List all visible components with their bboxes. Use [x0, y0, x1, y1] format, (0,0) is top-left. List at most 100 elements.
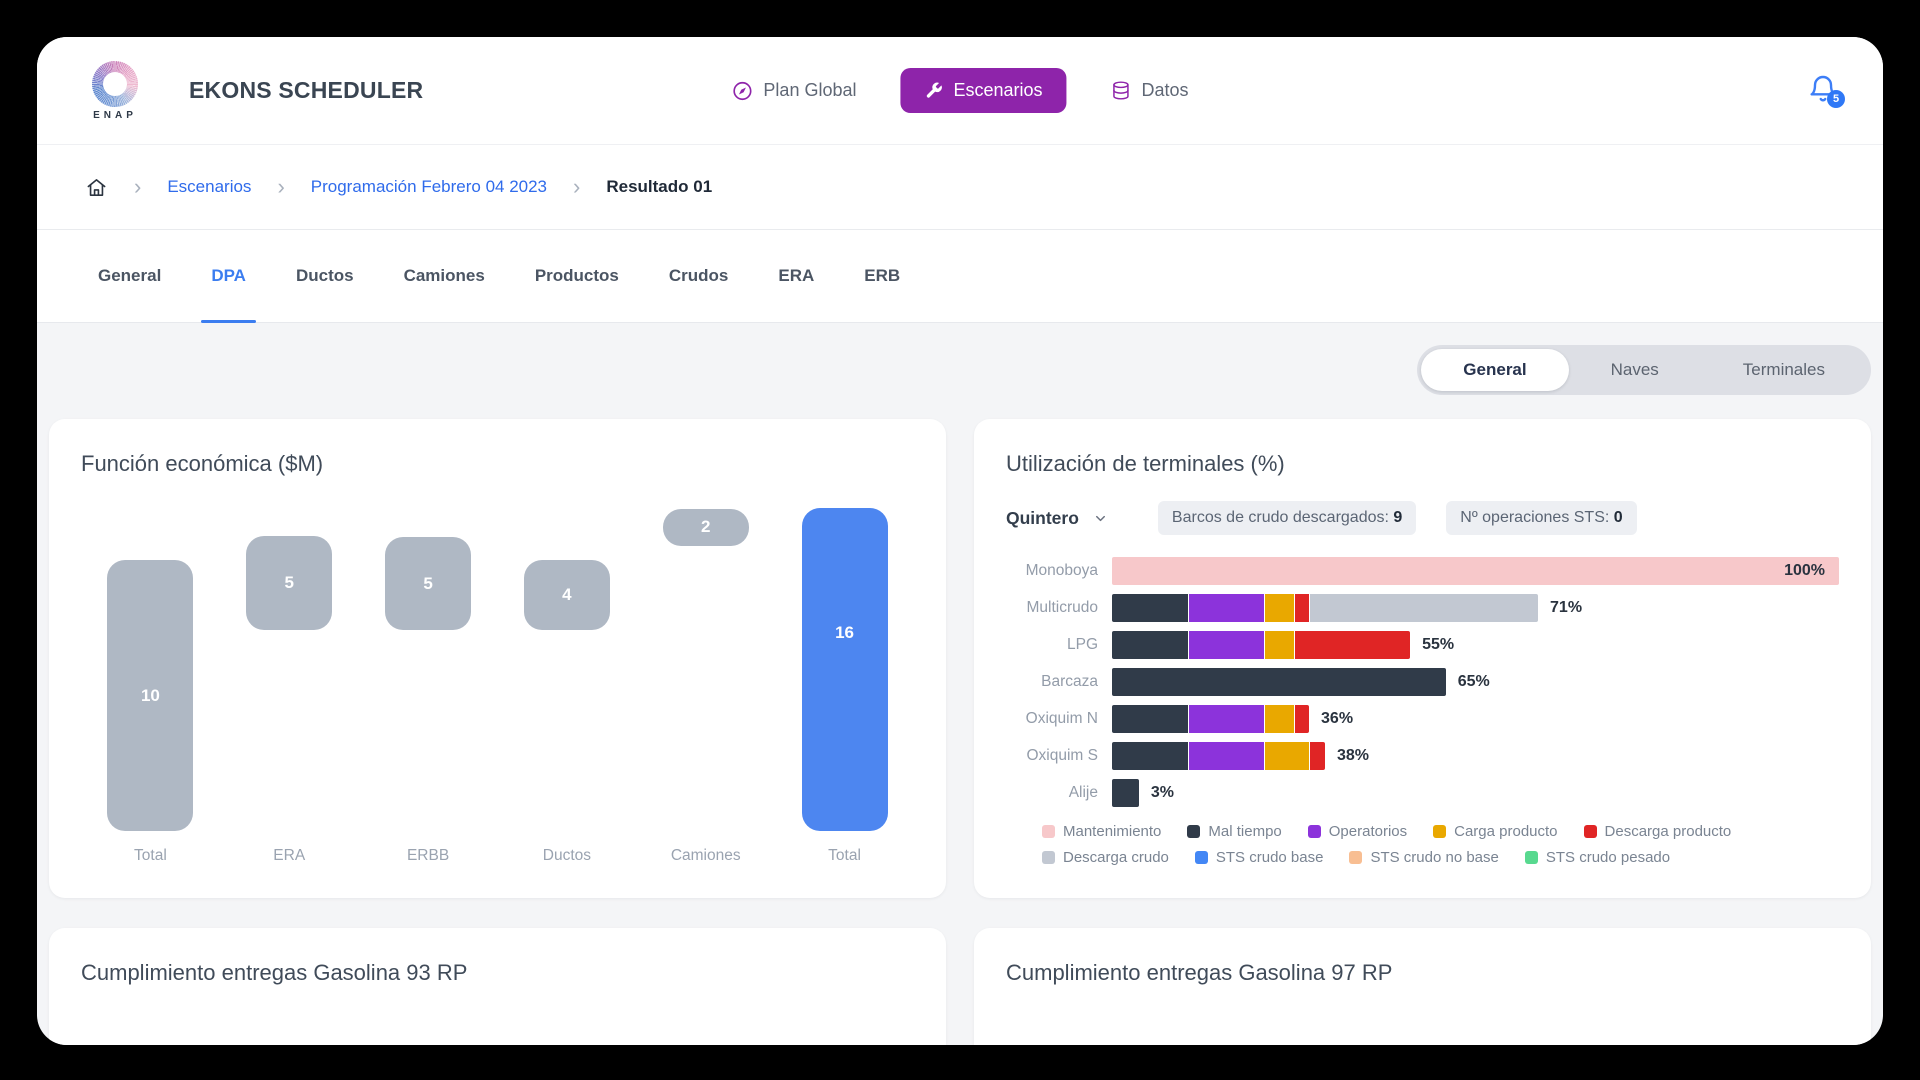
- bar-segment-carga_producto: [1263, 705, 1294, 733]
- waterfall-bar-value: 4: [562, 585, 572, 605]
- enap-logo-ring-icon: [92, 60, 138, 107]
- bar-segment-operatorios: [1187, 742, 1264, 770]
- legend-swatch-icon: [1187, 825, 1201, 838]
- legend-item-sts-crudo-pesado: STS crudo pesado: [1524, 849, 1671, 866]
- terminal-row-alije: Alije 3%: [1006, 779, 1839, 807]
- breadcrumb-link[interactable]: Programación Febrero 04 2023: [310, 177, 548, 196]
- legend-label: Mantenimiento: [1063, 823, 1162, 840]
- legend-item-descarga-crudo: Descarga crudo: [1042, 849, 1169, 866]
- utilizacion-terminales-card: Utilización de terminales (%) Quintero B…: [974, 419, 1871, 898]
- brand: ENAP EKONS SCHEDULER: [79, 60, 424, 121]
- nav-item-label: Plan Global: [763, 80, 857, 100]
- tab-crudos[interactable]: Crudos: [668, 266, 729, 285]
- tab-era[interactable]: ERA: [778, 266, 815, 285]
- view-toggle-general[interactable]: General: [1421, 349, 1569, 391]
- legend-item-mantenimiento: Mantenimiento: [1042, 823, 1161, 840]
- view-toggle-terminales[interactable]: Terminales: [1742, 360, 1825, 379]
- utilizacion-terminales-title: Utilización de terminales (%): [1006, 451, 1285, 476]
- bar-segment-descarga_producto: [1293, 631, 1411, 659]
- waterfall-bar: 16: [801, 507, 888, 831]
- breadcrumb: › Escenarios › Programación Febrero 04 2023…: [37, 145, 1883, 230]
- terminal-bar-percent: 36%: [1321, 710, 1354, 727]
- app-title: EKONS SCHEDULER: [189, 77, 424, 103]
- terminal-row-label: Barcaza: [1041, 673, 1098, 690]
- terminal-bar-track: 100%: [1112, 557, 1839, 585]
- content-area: General Naves Terminales Función económica…: [37, 345, 1883, 1045]
- nav-item-escenarios[interactable]: Escenarios: [900, 68, 1067, 113]
- legend-item-sts-crudo-base: STS crudo base: [1194, 849, 1323, 866]
- waterfall-x-label: Total: [134, 847, 167, 864]
- home-breadcrumb-button[interactable]: [85, 176, 108, 199]
- funcion-economica-title: Función económica ($M): [81, 451, 324, 476]
- waterfall-column: 16: [775, 501, 914, 831]
- waterfall-bar-value: 16: [835, 622, 854, 642]
- enap-logo-text: ENAP: [93, 109, 137, 121]
- tab-ductos[interactable]: Ductos: [295, 266, 354, 285]
- waterfall-x-label: ERA: [273, 847, 306, 864]
- compass-icon: [731, 80, 753, 102]
- breadcrumb-items: › Escenarios › Programación Febrero 04 2023…: [134, 176, 712, 198]
- breadcrumb-link[interactable]: Escenarios: [167, 177, 252, 196]
- terminal-bar-percent: 65%: [1457, 673, 1490, 690]
- terminal-bar-stack: [1112, 594, 1538, 622]
- legend-item-descarga-producto: Descarga producto: [1583, 823, 1731, 840]
- terminal-row-label: Oxiquim S: [1026, 747, 1099, 764]
- waterfall-column: 10: [81, 501, 220, 831]
- terminal-bar-stack: [1112, 742, 1325, 770]
- tab-erb[interactable]: ERB: [864, 266, 901, 285]
- tab-general[interactable]: General: [98, 266, 162, 285]
- tab-productos[interactable]: Productos: [534, 266, 619, 285]
- legend-swatch-icon: [1307, 825, 1321, 838]
- view-toggle-naves[interactable]: Naves: [1610, 360, 1659, 379]
- terminal-select-dropdown[interactable]: Quintero: [1006, 508, 1108, 529]
- bar-segment-descarga_crudo: [1308, 594, 1538, 622]
- bar-segment-carga_producto: [1263, 631, 1294, 659]
- legend-label: Descarga crudo: [1063, 849, 1169, 866]
- tab-camiones[interactable]: Camiones: [403, 266, 485, 285]
- bottom-cards-row: Cumplimiento entregas Gasolina 93 RP Cum…: [49, 928, 1871, 1045]
- terminal-row-barcaza: Barcaza 65%: [1006, 668, 1839, 696]
- waterfall-x-label: Ductos: [542, 847, 592, 864]
- bar-segment-operatorios: [1187, 631, 1264, 659]
- waterfall-x-labels: Total ERA ERBB Ductos Camiones Total: [81, 847, 914, 865]
- top-bar: ENAP EKONS SCHEDULER Plan Global Escenari…: [37, 37, 1883, 145]
- terminal-bar-stack: [1112, 779, 1139, 807]
- bar-segment-descarga_producto: [1293, 594, 1309, 622]
- nav-item-plan-global[interactable]: Plan Global: [731, 80, 856, 102]
- nav-item-label: Escenarios: [953, 80, 1043, 100]
- chevron-right-icon: ›: [573, 174, 581, 199]
- notifications-bell-button[interactable]: 5: [1807, 73, 1845, 109]
- notifications-count-badge: 5: [1827, 89, 1845, 108]
- bar-segment-mal_tiempo: [1112, 668, 1446, 696]
- nav-item-datos[interactable]: Datos: [1111, 80, 1189, 101]
- wrench-icon: [924, 81, 943, 100]
- terminal-stat-chip: Nº operaciones STS: 0: [1446, 501, 1637, 535]
- tab-dpa[interactable]: DPA: [186, 230, 271, 323]
- bar-segment-carga_producto: [1263, 742, 1309, 770]
- terminal-controls: Quintero Barcos de crudo descargados: 9 N…: [1006, 501, 1839, 535]
- bar-segment-descarga_producto: [1293, 705, 1309, 733]
- terminals-legend: Mantenimiento Mal tiempo Operatorios Carga …: [1006, 823, 1839, 866]
- legend-label: STS crudo no base: [1370, 849, 1499, 866]
- terminal-bar-percent: 71%: [1550, 599, 1583, 616]
- waterfall-x-label: ERBB: [406, 847, 450, 864]
- legend-label: Mal tiempo: [1208, 823, 1282, 840]
- gasolina-93-title: Cumplimiento entregas Gasolina 93 RP: [81, 960, 468, 985]
- terminal-bar-track: 65%: [1112, 668, 1839, 696]
- waterfall-bar-value: 2: [700, 517, 711, 537]
- bar-segment-mal_tiempo: [1112, 631, 1188, 659]
- legend-label: STS crudo pesado: [1545, 849, 1671, 866]
- main-nav: Plan Global Escenarios Datos: [731, 37, 1189, 144]
- terminal-bar-track: 38%: [1112, 742, 1839, 770]
- terminal-bar-percent: 3%: [1150, 784, 1175, 801]
- waterfall-column: 5: [359, 501, 498, 831]
- waterfall-x-label: Camiones: [670, 847, 741, 864]
- terminal-bar-track: 55%: [1112, 631, 1839, 659]
- legend-label: Operatorios: [1328, 823, 1408, 840]
- legend-label: Carga producto: [1454, 823, 1558, 840]
- home-icon: [87, 178, 106, 196]
- enap-logo: ENAP: [79, 60, 151, 121]
- legend-swatch-icon: [1042, 851, 1055, 864]
- bar-segment-mal_tiempo: [1112, 779, 1139, 807]
- bar-segment-carga_producto: [1263, 594, 1294, 622]
